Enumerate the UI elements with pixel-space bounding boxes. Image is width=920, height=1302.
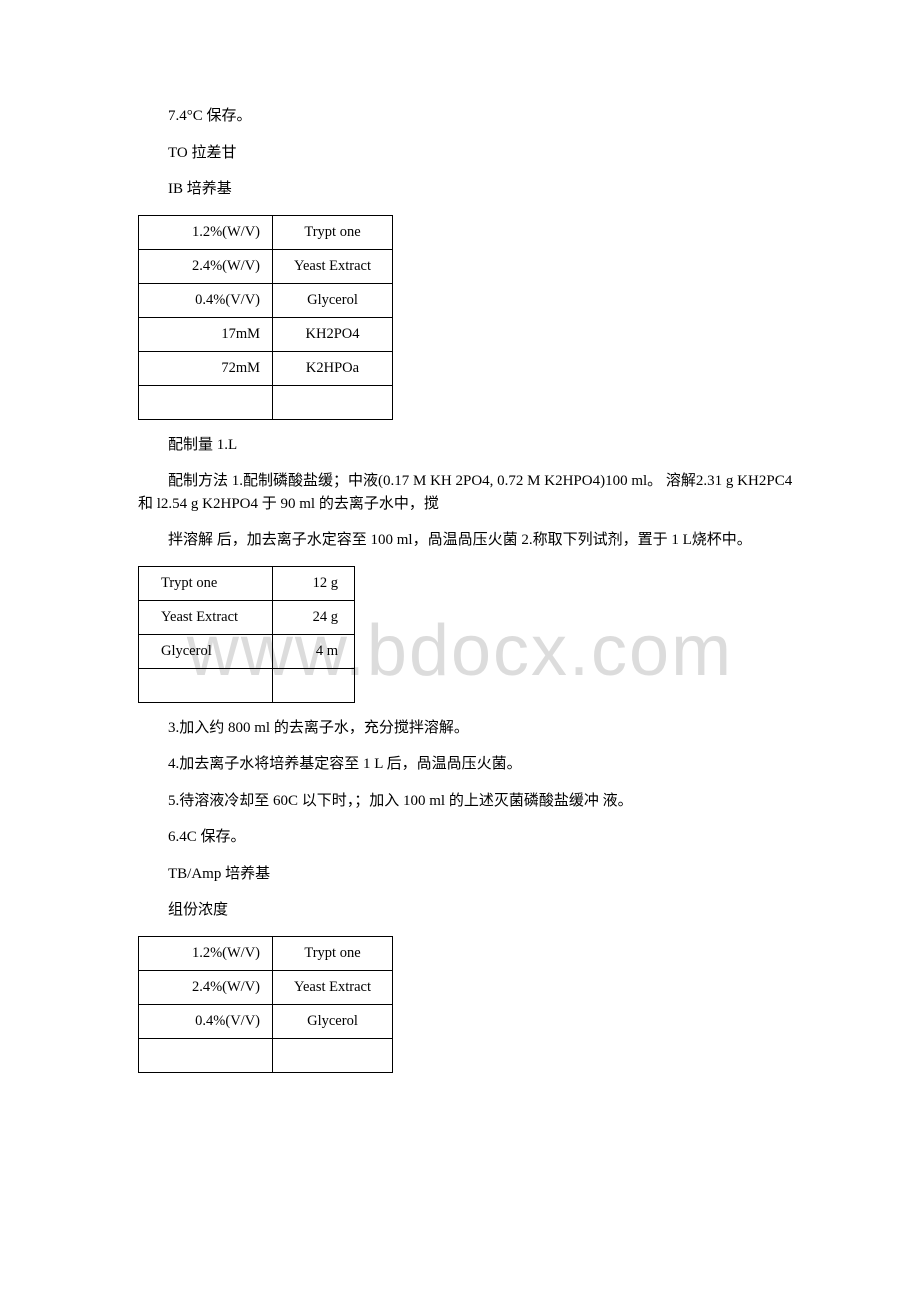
text: 配制方法 1.配制磷酸盐缓；中液(0.17 M KH 2PO4, 0.72 M …	[138, 473, 792, 512]
table-row: Glycerol 4 m	[139, 634, 355, 668]
paragraph: IB 培养基	[138, 178, 810, 201]
paragraph: TO 拉差甘	[138, 142, 810, 165]
table-cell: 12 g	[273, 566, 355, 600]
paragraph: 3.加入约 800 ml 的去离子水，充分搅拌溶解。	[138, 717, 810, 740]
table-cell	[273, 668, 355, 702]
table-cell: 4 m	[273, 634, 355, 668]
paragraph: 5.待溶液冷却至 60C 以下时，；加入 100 ml 的上述灭菌磷酸盐缓冲 液…	[138, 790, 810, 813]
table-row	[139, 668, 355, 702]
paragraph: 7.4°C 保存。	[138, 105, 810, 128]
paragraph: 拌溶解 后，加去离子水定容至 100 ml，咼温咼压火菌 2.称取下列试剂，置于…	[138, 529, 810, 552]
table-cell: 72mM	[139, 351, 273, 385]
table-cell	[139, 385, 273, 419]
table-reagents: Trypt one 12 g Yeast Extract 24 g Glycer…	[138, 566, 355, 703]
table-cell: Yeast Extract	[273, 970, 393, 1004]
table-tb-amp: 1.2%(W/V) Trypt one 2.4%(W/V) Yeast Extr…	[138, 936, 393, 1073]
table-cell: 24 g	[273, 600, 355, 634]
table-row	[139, 1038, 393, 1072]
paragraph: TB/Amp 培养基	[138, 863, 810, 886]
table-row: 0.4%(V/V) Glycerol	[139, 1004, 393, 1038]
table-cell: KH2PO4	[273, 317, 393, 351]
table-cell: Glycerol	[139, 634, 273, 668]
text: 拌溶解 后，加去离子水定容至 100 ml，咼温咼压火菌 2.称取下列试剂，置于…	[168, 532, 752, 548]
paragraph: 组份浓度	[138, 899, 810, 922]
table-cell: Yeast Extract	[273, 249, 393, 283]
table-cell: 0.4%(V/V)	[139, 283, 273, 317]
table-cell: 1.2%(W/V)	[139, 936, 273, 970]
table-cell	[139, 668, 273, 702]
table-cell	[273, 385, 393, 419]
document-page: 7.4°C 保存。 TO 拉差甘 IB 培养基 1.2%(W/V) Trypt …	[0, 0, 920, 1137]
table-cell: 1.2%(W/V)	[139, 215, 273, 249]
table-cell: 17mM	[139, 317, 273, 351]
table-cell: K2HPOa	[273, 351, 393, 385]
paragraph: 6.4C 保存。	[138, 826, 810, 849]
table-row: 1.2%(W/V) Trypt one	[139, 936, 393, 970]
table-row	[139, 385, 393, 419]
table-cell: Glycerol	[273, 1004, 393, 1038]
table-cell: Trypt one	[139, 566, 273, 600]
table-cell: 2.4%(W/V)	[139, 970, 273, 1004]
table-cell	[139, 1038, 273, 1072]
table-row: 0.4%(V/V) Glycerol	[139, 283, 393, 317]
table-cell: Trypt one	[273, 215, 393, 249]
table-cell: Trypt one	[273, 936, 393, 970]
table-row: 1.2%(W/V) Trypt one	[139, 215, 393, 249]
table-row: Trypt one 12 g	[139, 566, 355, 600]
table-cell: 0.4%(V/V)	[139, 1004, 273, 1038]
paragraph: 4.加去离子水将培养基定容至 1 L 后，咼温咼压火菌。	[138, 753, 810, 776]
paragraph: 配制方法 1.配制磷酸盐缓；中液(0.17 M KH 2PO4, 0.72 M …	[138, 470, 810, 515]
table-row: 17mM KH2PO4	[139, 317, 393, 351]
table-ib-medium: 1.2%(W/V) Trypt one 2.4%(W/V) Yeast Extr…	[138, 215, 393, 420]
table-cell: Glycerol	[273, 283, 393, 317]
table-cell: Yeast Extract	[139, 600, 273, 634]
table-row: 72mM K2HPOa	[139, 351, 393, 385]
table-row: 2.4%(W/V) Yeast Extract	[139, 970, 393, 1004]
table-cell: 2.4%(W/V)	[139, 249, 273, 283]
table-row: Yeast Extract 24 g	[139, 600, 355, 634]
table-cell	[273, 1038, 393, 1072]
paragraph: 配制量 1.L	[138, 434, 810, 457]
table-row: 2.4%(W/V) Yeast Extract	[139, 249, 393, 283]
